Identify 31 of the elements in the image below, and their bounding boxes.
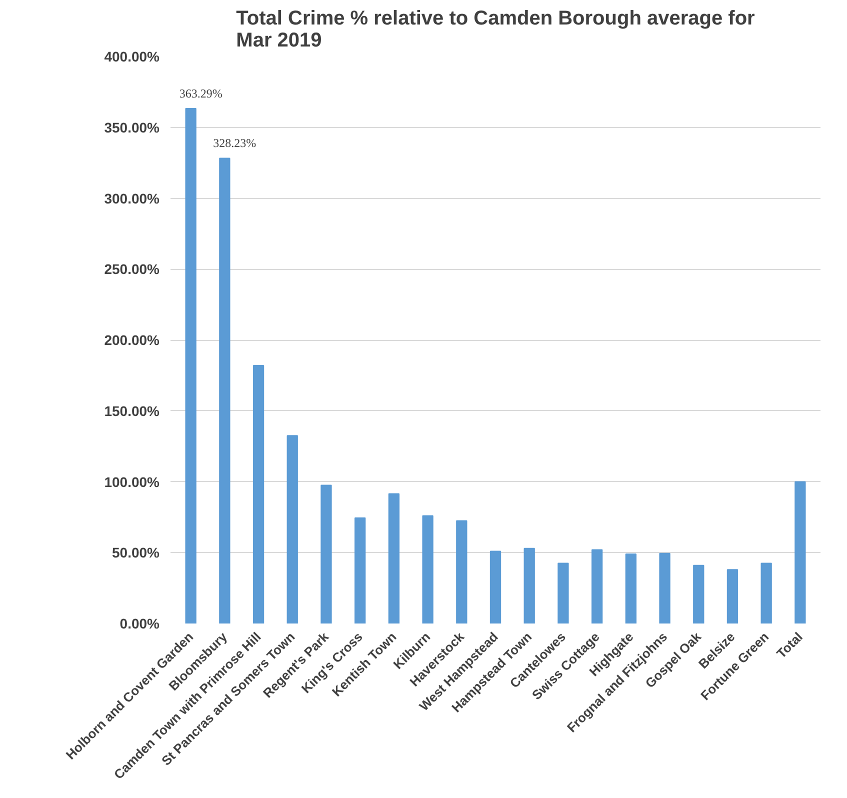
bar	[659, 552, 670, 624]
y-tick-label: 350.00%	[104, 119, 160, 136]
bar	[286, 435, 298, 624]
y-tick-label: 250.00%	[104, 261, 160, 278]
bar	[625, 554, 636, 624]
bar	[219, 158, 230, 624]
bar	[760, 562, 772, 624]
bar	[354, 517, 366, 624]
bar	[558, 562, 569, 624]
bar	[320, 484, 332, 624]
bar	[185, 108, 196, 624]
bar	[490, 550, 502, 624]
bar	[456, 520, 468, 624]
y-tick-label: 200.00%	[104, 332, 160, 348]
y-tick-label: 100.00%	[104, 474, 160, 490]
bar	[388, 493, 400, 624]
chart-title: Total Crime % relative to Camden Borough average for Mar 2019	[236, 8, 756, 52]
bar	[422, 515, 434, 624]
data-label: 363.29%	[179, 86, 222, 101]
y-tick-label: 50.00%	[112, 544, 160, 561]
bar	[252, 365, 264, 624]
y-tick-label: 300.00%	[104, 190, 160, 206]
y-tick-label: 0.00%	[120, 616, 160, 632]
bar	[693, 564, 704, 624]
y-tick-label: 150.00%	[104, 402, 160, 419]
y-tick-label: 400.00%	[104, 48, 160, 64]
data-label: 328.23%	[213, 136, 256, 150]
bar	[726, 569, 738, 624]
bar	[524, 548, 535, 624]
bar	[794, 481, 806, 624]
bar	[591, 549, 603, 624]
